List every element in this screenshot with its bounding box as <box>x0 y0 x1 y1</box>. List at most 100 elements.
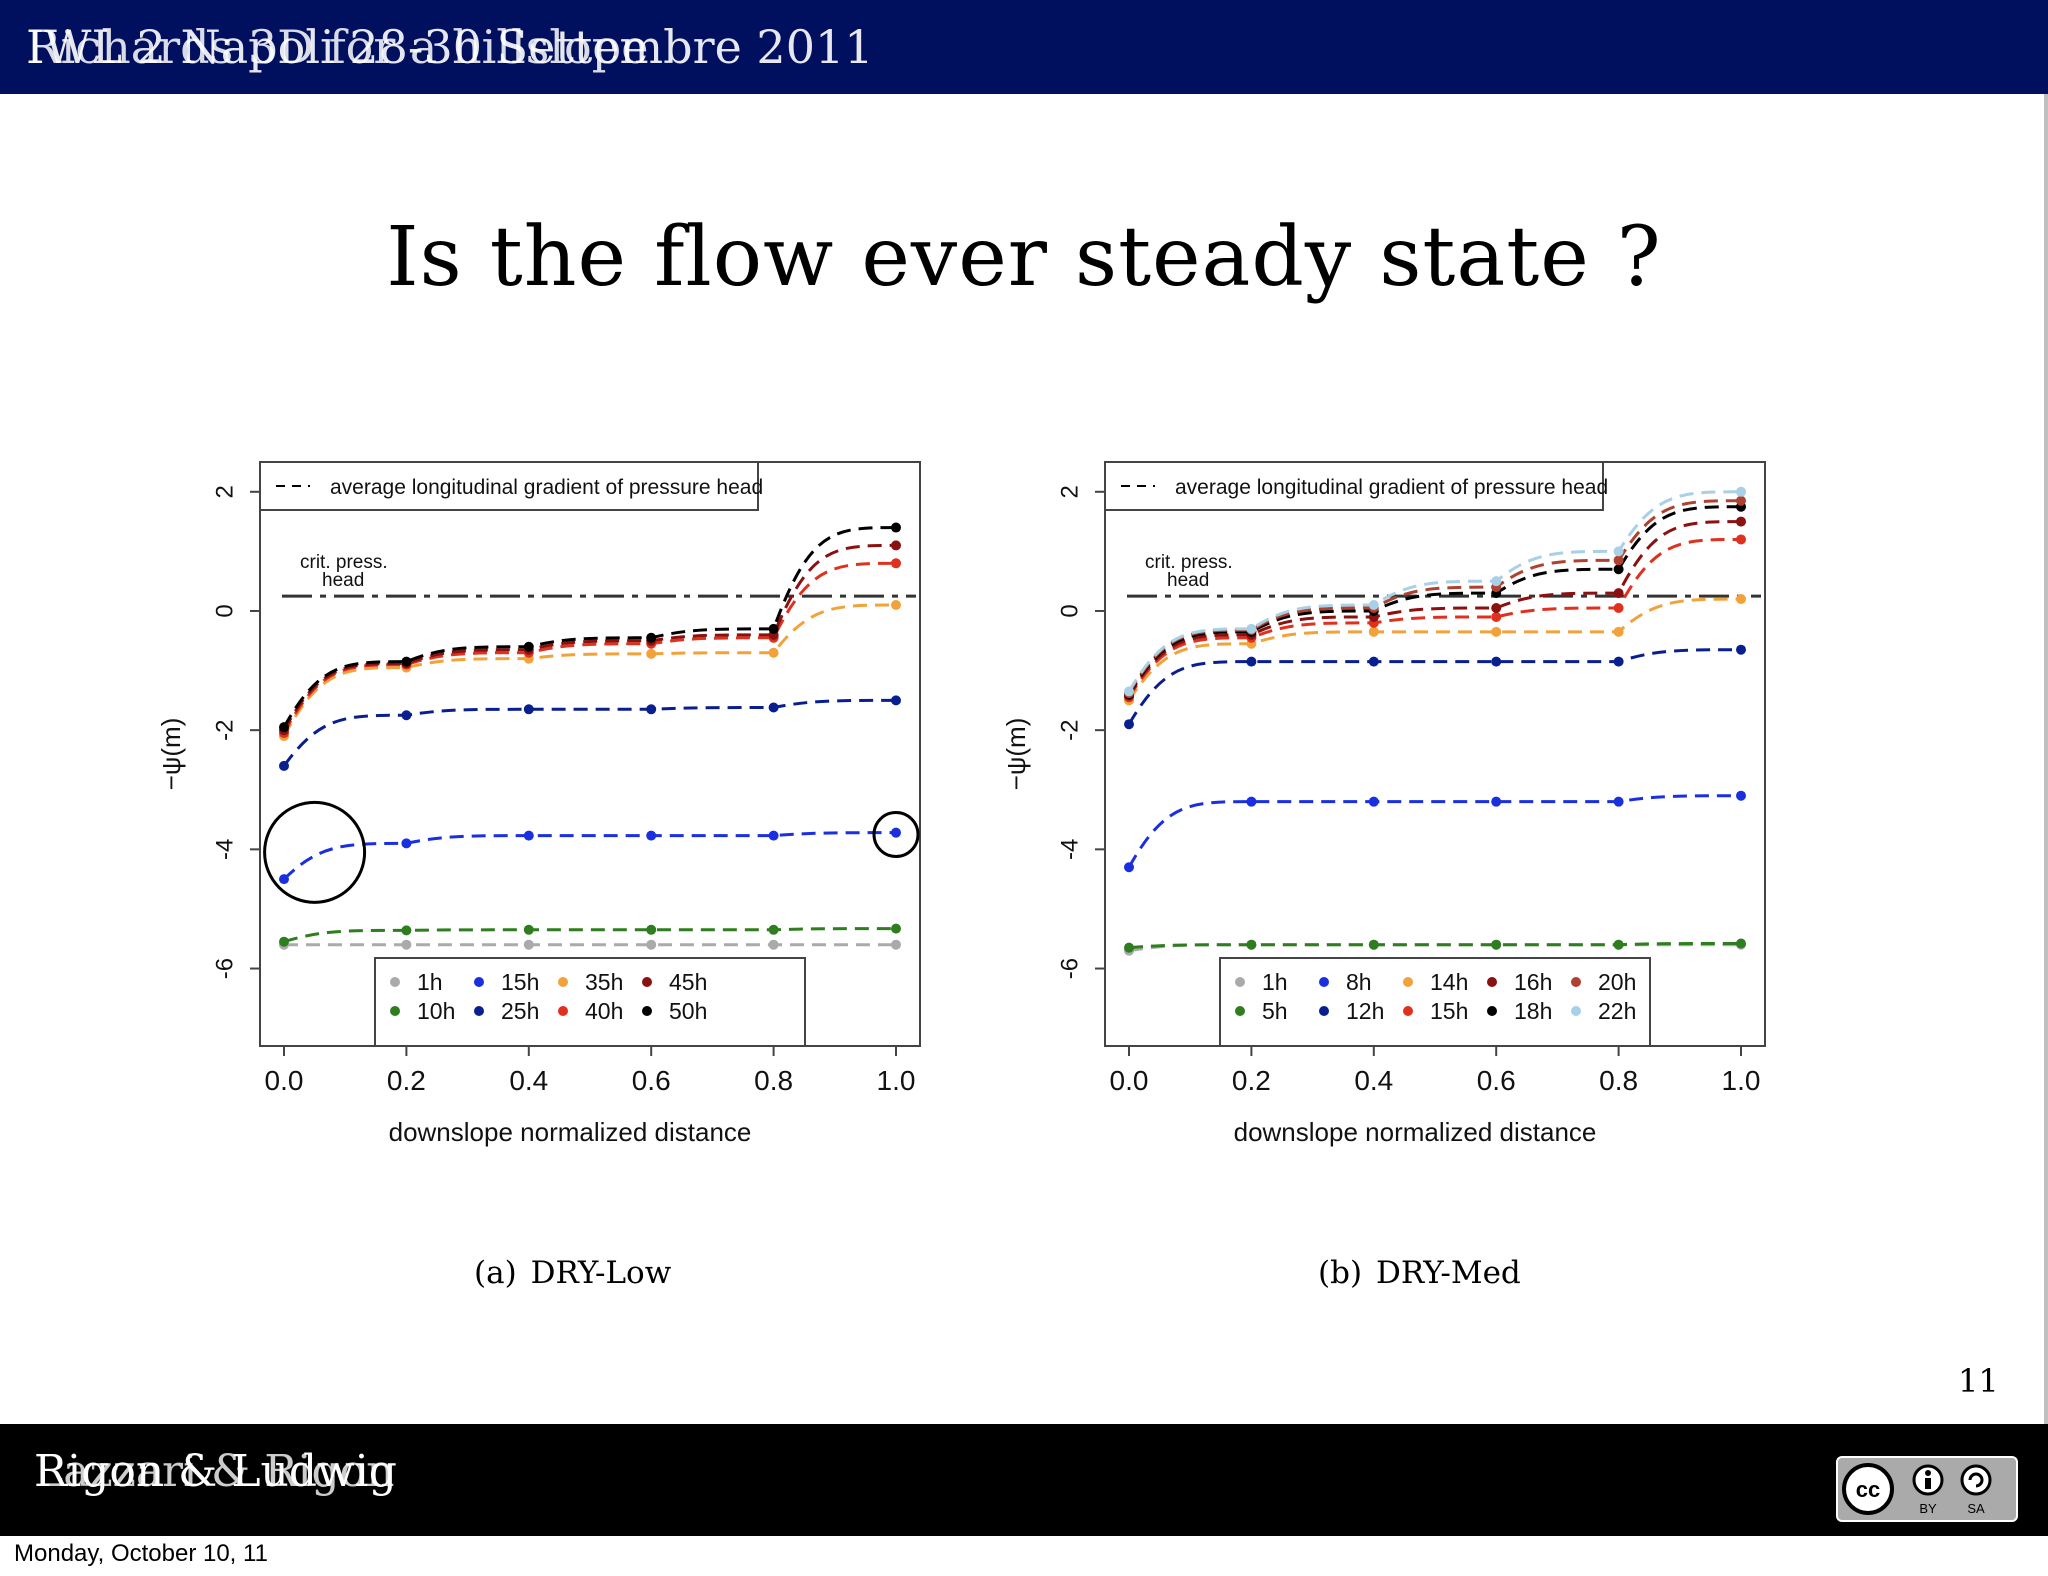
data-point <box>891 600 901 611</box>
legend-label: 15h <box>501 969 539 995</box>
header-title-a: IWL 2 Napoli 28-30 Settembre 2011 <box>26 20 874 74</box>
data-point <box>401 939 412 950</box>
x-tick-label: 0.2 <box>1232 1065 1271 1096</box>
legend-marker <box>1235 977 1245 987</box>
footer-authors-b: Lazzari & Rigon <box>34 1446 395 1497</box>
chart-dry-low: 2 0 -2 -4 -6 0.0 0.2 0.4 0.6 0.8 1.0 downslope norm… <box>156 461 921 1147</box>
series-8h <box>1124 790 1746 873</box>
data-point <box>523 641 534 652</box>
slide-edge <box>2044 94 2048 1424</box>
data-point <box>1491 626 1502 637</box>
y-axis-label: −ψ(m) <box>1001 718 1031 791</box>
data-point <box>768 702 779 713</box>
y-axis-label: −ψ(m) <box>156 718 186 791</box>
data-point <box>401 925 412 936</box>
data-point <box>1491 611 1502 622</box>
cc-by-sa-icon[interactable]: cc BY SA <box>1836 1456 2018 1522</box>
series-15h <box>279 827 901 885</box>
y-tick-label: 0 <box>1056 604 1083 617</box>
data-point <box>1613 626 1624 637</box>
legend-label: 10h <box>417 998 455 1024</box>
caption-b: (b) DRY-Med <box>1318 1255 1521 1291</box>
y-tick-label: 2 <box>211 485 238 498</box>
footer-authors-a: Rigon & Ludwig <box>34 1446 397 1497</box>
series-14h <box>1124 594 1746 706</box>
series-line <box>1127 537 1742 699</box>
plot-frame <box>259 461 921 1047</box>
legend-label: 25h <box>501 998 539 1024</box>
y-tick-label: -4 <box>1056 839 1083 860</box>
data-point <box>768 939 779 950</box>
legend-label: 5h <box>1262 998 1288 1024</box>
series-12h <box>1124 644 1746 730</box>
series-line <box>282 561 897 734</box>
data-point <box>1736 790 1746 801</box>
legend-marker <box>1571 977 1581 987</box>
data-point <box>1368 600 1379 611</box>
data-point <box>1613 546 1624 557</box>
data-point <box>1613 555 1624 566</box>
data-point <box>646 632 657 643</box>
series-legend-box <box>374 957 806 1047</box>
legend-label: 16h <box>1514 969 1552 995</box>
x-tick-label: 0.4 <box>509 1065 548 1096</box>
data-point <box>646 704 657 715</box>
top-legend-box <box>259 461 759 511</box>
legend-label: 8h <box>1346 969 1372 995</box>
data-point <box>279 722 289 733</box>
cc-text: cc <box>1856 1477 1880 1502</box>
x-tick-label: 0.0 <box>265 1065 304 1096</box>
data-point <box>1491 576 1502 587</box>
data-point <box>891 695 901 706</box>
data-point <box>523 939 534 950</box>
data-point <box>646 924 657 935</box>
legend-label: 18h <box>1514 998 1552 1024</box>
crit-label: crit. press. <box>1145 552 1233 573</box>
highlight-circle-left <box>263 800 367 904</box>
data-point <box>1124 719 1134 730</box>
data-point <box>1736 938 1746 949</box>
data-point <box>1246 939 1257 950</box>
series-1h <box>279 939 901 950</box>
data-point <box>1736 495 1746 506</box>
legend-marker <box>1487 977 1497 987</box>
x-tick-label: 0.8 <box>754 1065 793 1096</box>
legend-label: 1h <box>417 969 443 995</box>
data-point <box>1613 603 1624 613</box>
series-line <box>1127 597 1742 702</box>
y-tick-label: -4 <box>211 839 238 860</box>
data-point <box>891 540 901 551</box>
series-line <box>1127 648 1742 725</box>
highlight-circle-right <box>872 810 920 858</box>
legend-label: 22h <box>1598 998 1636 1024</box>
legend-marker <box>474 1006 484 1016</box>
y-tick-label: -6 <box>1056 958 1083 979</box>
x-tick-label: 1.0 <box>877 1065 916 1096</box>
series-line <box>1127 520 1742 697</box>
data-point <box>1736 594 1746 605</box>
data-point <box>891 558 901 569</box>
x-tick-label: 0.6 <box>1477 1065 1516 1096</box>
y-tick-label: -2 <box>1056 719 1083 740</box>
data-point <box>1246 656 1257 667</box>
series-line <box>1127 505 1742 696</box>
data-point <box>1368 939 1379 950</box>
legend-marker <box>558 1006 568 1016</box>
data-point <box>401 656 412 667</box>
data-point <box>1491 796 1502 807</box>
x-tick-label: 0.2 <box>387 1065 426 1096</box>
y-tick-label: -2 <box>211 719 238 740</box>
data-point <box>279 936 289 947</box>
page-number: 11 <box>1958 1362 1999 1400</box>
by-text: BY <box>1919 1501 1937 1516</box>
data-point <box>1368 626 1379 637</box>
x-tick-label: 1.0 <box>1722 1065 1761 1096</box>
series-22h <box>1124 486 1746 697</box>
data-point <box>646 939 657 950</box>
data-point <box>1124 686 1134 697</box>
series-line <box>283 927 897 944</box>
legend-marker <box>1487 1006 1497 1016</box>
series-line <box>282 698 897 767</box>
legend-marker <box>474 977 484 987</box>
data-point <box>646 648 657 659</box>
